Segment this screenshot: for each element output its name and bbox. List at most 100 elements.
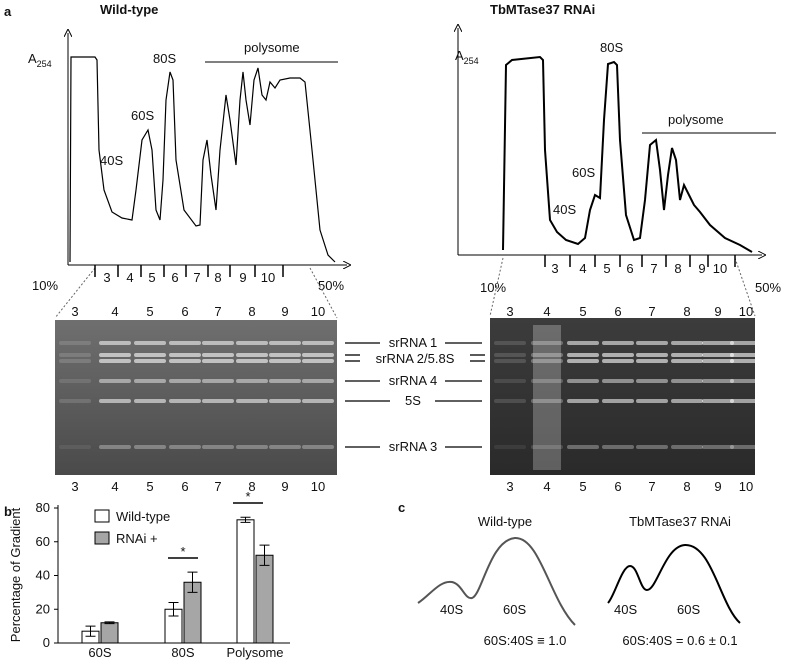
gel-band	[567, 359, 599, 363]
gel-band	[730, 353, 762, 357]
gel-band	[134, 445, 166, 449]
gel-band	[202, 359, 234, 363]
fraction-label: 6	[181, 479, 188, 494]
absorbance-curve	[502, 55, 753, 253]
gel-band	[730, 399, 762, 403]
gel-band	[169, 353, 201, 357]
gel-band	[602, 359, 634, 363]
gel-band	[202, 399, 234, 403]
fraction-label: 5	[146, 479, 153, 494]
peak-label: 80S	[153, 51, 176, 66]
gel-band	[494, 341, 526, 345]
band-label: srRNA 2/5.8S	[376, 351, 455, 366]
fraction-label: 4	[543, 304, 550, 319]
gel-band	[702, 359, 734, 363]
gel-image	[55, 320, 337, 475]
bar	[255, 554, 274, 644]
gel-smear	[533, 325, 561, 470]
gel-band	[531, 399, 563, 403]
fraction-label: 6	[614, 304, 621, 319]
fraction-label: 6	[614, 479, 621, 494]
fraction-label: 6	[626, 261, 633, 276]
y-tick-label: 20	[36, 601, 50, 616]
gel-band	[494, 399, 526, 403]
gel-band	[730, 341, 762, 345]
gel-band	[59, 379, 91, 383]
gel-band	[302, 359, 334, 363]
fraction-label: 8	[674, 261, 681, 276]
gel-band	[702, 379, 734, 383]
fraction-label: 8	[248, 304, 255, 319]
fraction-label: 4	[579, 261, 586, 276]
gel-band	[730, 379, 762, 383]
ratio-label: 60S:40S ≡ 1.0	[484, 633, 567, 648]
y-tick-label: 0	[43, 635, 50, 650]
gel-band	[671, 379, 703, 383]
fraction-label: 4	[543, 479, 550, 494]
gel-band	[99, 379, 131, 383]
absorbance-label: A	[28, 51, 37, 66]
gradient-label: 50%	[318, 278, 344, 293]
absorbance-subscript: 254	[464, 56, 479, 66]
bar	[100, 622, 119, 644]
gel-band	[202, 379, 234, 383]
gel-band	[702, 399, 734, 403]
fraction-label: 4	[126, 270, 133, 285]
y-tick-label: 80	[36, 500, 50, 515]
fraction-label: 9	[714, 479, 721, 494]
ratio-label: 60S:40S = 0.6 ± 0.1	[622, 633, 737, 648]
gel-band	[59, 399, 91, 403]
fraction-label: 8	[683, 479, 690, 494]
fraction-label: 10	[311, 304, 325, 319]
gel-band	[99, 341, 131, 345]
gel-band	[269, 341, 301, 345]
error-bar	[187, 571, 198, 593]
gel-band	[134, 379, 166, 383]
absorbance-curve	[69, 56, 336, 263]
gel-band	[567, 399, 599, 403]
gel-band	[134, 341, 166, 345]
gel-band	[99, 353, 131, 357]
fraction-label: 5	[603, 261, 610, 276]
profile-curve	[417, 536, 576, 626]
gel-band	[494, 353, 526, 357]
gel-band	[236, 359, 268, 363]
peak-label: 40S	[440, 602, 463, 617]
gel-band	[567, 341, 599, 345]
gel-band	[531, 379, 563, 383]
gel-band	[671, 399, 703, 403]
y-axis-title: Percentage of Gradient	[8, 507, 23, 642]
right-profile	[458, 28, 776, 255]
fraction-label: 5	[148, 270, 155, 285]
gel-band	[236, 399, 268, 403]
gel-band	[59, 341, 91, 345]
gel-band	[671, 341, 703, 345]
gel-band	[236, 445, 268, 449]
error-bar	[104, 621, 115, 625]
fraction-label: 5	[146, 304, 153, 319]
gel-band	[236, 379, 268, 383]
peak-label: 60S	[503, 602, 526, 617]
gel-band	[730, 359, 762, 363]
x-tick-label: 60S	[88, 645, 111, 660]
gel-band	[636, 379, 668, 383]
gel-band	[702, 353, 734, 357]
absorbance-subscript: 254	[37, 59, 52, 69]
band-label: srRNA 4	[389, 373, 437, 388]
gel-band	[494, 359, 526, 363]
fraction-label: 10	[739, 304, 753, 319]
fraction-label: 3	[506, 304, 513, 319]
gel-band	[531, 353, 563, 357]
absorbance-label: A	[455, 48, 464, 63]
gel-band	[636, 341, 668, 345]
y-tick-label: 60	[36, 534, 50, 549]
gel-band	[602, 399, 634, 403]
legend-label: Wild-type	[116, 509, 170, 524]
gel-band	[494, 379, 526, 383]
fraction-label: 6	[181, 304, 188, 319]
gel-band	[671, 359, 703, 363]
peak-label: polysome	[668, 112, 724, 127]
band-label: srRNA 3	[389, 439, 437, 454]
gel-band	[671, 353, 703, 357]
zoom-lines	[54, 257, 756, 319]
